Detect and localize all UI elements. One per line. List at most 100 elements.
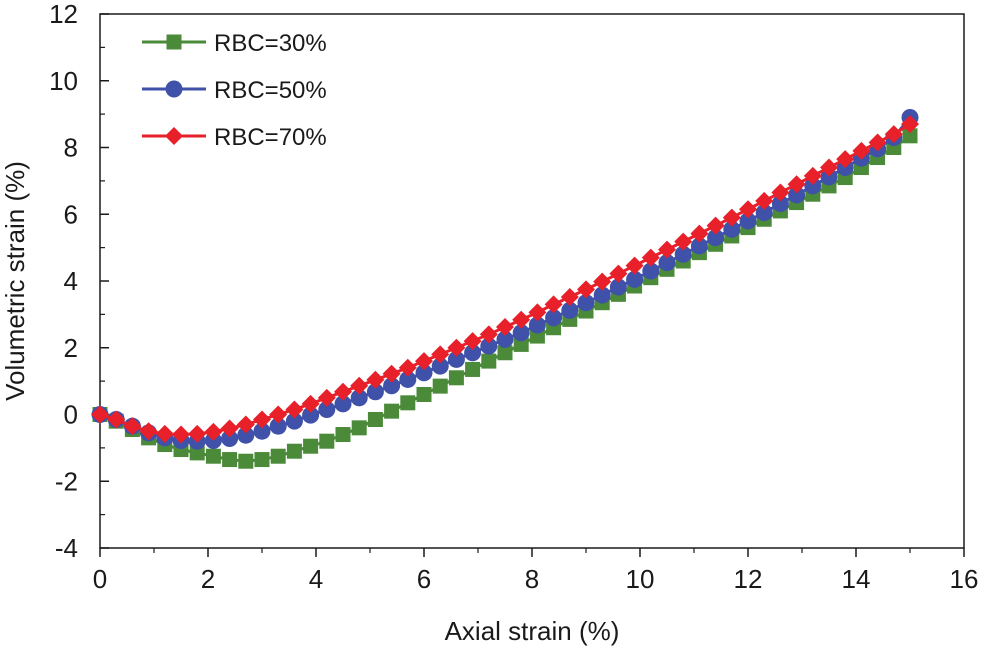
legend-entry: RBC=50%: [142, 77, 327, 104]
data-point: [189, 445, 205, 461]
y-tick-label: -2: [55, 466, 78, 496]
data-point: [221, 430, 239, 448]
data-point: [902, 128, 918, 144]
data-point: [609, 264, 628, 283]
y-tick-label: 12: [49, 0, 78, 29]
data-point: [303, 438, 319, 454]
data-point: [302, 406, 320, 424]
x-tick-label: 4: [309, 564, 323, 594]
data-point: [674, 245, 692, 263]
data-point: [497, 345, 513, 361]
data-point: [415, 364, 433, 382]
data-point: [901, 115, 919, 134]
y-tick-label: 0: [64, 400, 78, 430]
data-point: [852, 141, 871, 160]
data-point: [868, 133, 887, 152]
data-point: [286, 443, 302, 459]
data-point: [528, 316, 546, 334]
data-point: [253, 422, 271, 440]
data-point: [285, 400, 304, 419]
x-tick-label: 14: [842, 564, 871, 594]
legend: RBC=30% RBC=50% RBC=70%: [142, 30, 327, 151]
data-point: [382, 364, 401, 383]
data-point: [528, 303, 547, 322]
data-point: [626, 270, 644, 288]
legend-marker: [165, 80, 183, 98]
data-point: [609, 278, 627, 296]
x-tick-label: 8: [525, 564, 539, 594]
data-point: [481, 353, 497, 369]
data-point: [447, 338, 466, 357]
data-point: [366, 383, 384, 401]
data-point: [238, 453, 254, 469]
data-point: [432, 378, 448, 394]
legend-entry: RBC=30%: [142, 30, 327, 57]
data-point: [318, 400, 336, 418]
x-tick-label: 16: [950, 564, 979, 594]
data-point: [820, 158, 838, 177]
data-point: [431, 345, 450, 364]
data-point: [479, 325, 498, 344]
data-point: [269, 405, 288, 424]
y-tick-label: 8: [64, 133, 78, 163]
data-point: [641, 248, 660, 267]
data-point: [706, 216, 725, 235]
data-point: [465, 361, 481, 377]
data-point: [658, 240, 676, 259]
data-point: [188, 424, 207, 443]
data-point: [577, 294, 595, 312]
data-point: [398, 358, 417, 377]
data-point: [771, 183, 790, 202]
data-point: [91, 405, 109, 424]
x-tick-label: 2: [201, 564, 215, 594]
y-tick-label: 6: [64, 199, 78, 229]
data-point: [237, 426, 255, 444]
data-point: [366, 370, 385, 389]
data-point: [269, 417, 287, 435]
data-point: [350, 376, 369, 395]
data-point: [285, 412, 303, 430]
axes: 0 2 4 6 8 10 12 14 16 -4 -2 0 2 4 6 8 10 12: [49, 0, 978, 594]
data-point: [335, 427, 351, 443]
data-point: [642, 262, 660, 280]
y-axis-title: Volumetric strain (%): [0, 161, 30, 401]
data-point: [512, 324, 530, 342]
data-point: [707, 229, 725, 247]
x-tick-label: 12: [734, 564, 763, 594]
data-point: [236, 415, 255, 434]
data-point: [351, 420, 367, 436]
data-point: [512, 310, 531, 329]
data-point: [690, 237, 708, 255]
data-point: [771, 195, 789, 213]
data-point: [804, 177, 822, 195]
data-point: [447, 350, 465, 368]
data-point: [301, 394, 320, 413]
data-point: [545, 309, 563, 327]
legend-label: RBC=50%: [214, 77, 327, 104]
legend-entry: RBC=70%: [142, 124, 327, 151]
data-point: [739, 200, 757, 219]
data-point: [513, 336, 529, 352]
x-axis-title: Axial strain (%): [445, 616, 620, 646]
data-point: [803, 166, 822, 185]
data-point: [788, 186, 806, 204]
data-point: [884, 125, 903, 144]
data-point: [270, 448, 286, 464]
legend-marker: [165, 127, 183, 145]
data-point: [561, 301, 579, 319]
data-point: [222, 452, 238, 468]
y-tick-label: 2: [64, 333, 78, 363]
legend-marker: [166, 34, 182, 50]
data-point: [496, 318, 514, 337]
legend-label: RBC=70%: [214, 124, 327, 151]
data-point: [593, 286, 611, 304]
data-point: [722, 208, 741, 227]
data-point: [755, 204, 773, 222]
data-point: [544, 295, 563, 314]
series-3: [91, 115, 919, 444]
data-point: [577, 280, 595, 299]
data-point: [480, 337, 498, 355]
data-point: [658, 254, 676, 272]
data-point: [463, 332, 482, 351]
